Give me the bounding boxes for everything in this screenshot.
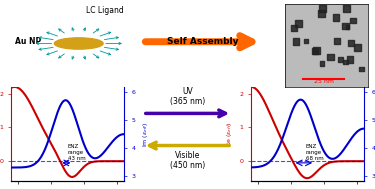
Text: ENZ
range
43 nm: ENZ range 43 nm	[68, 144, 86, 161]
Point	[344, 7, 350, 10]
Point	[342, 24, 348, 27]
Point	[320, 7, 326, 10]
Text: Self Assembly: Self Assembly	[167, 37, 238, 46]
Point	[358, 68, 364, 71]
Point	[347, 58, 353, 61]
Text: ENZ
range
68 nm: ENZ range 68 nm	[306, 144, 323, 161]
Point	[312, 50, 318, 53]
Text: UV
(365 nm): UV (365 nm)	[170, 87, 205, 106]
Point	[345, 26, 351, 29]
Point	[327, 56, 333, 59]
Point	[348, 42, 354, 45]
Circle shape	[54, 38, 103, 49]
Point	[296, 22, 302, 25]
Text: 25 nm: 25 nm	[314, 79, 334, 84]
Text: Visible
(450 nm): Visible (450 nm)	[170, 151, 205, 170]
Point	[291, 26, 297, 29]
Point	[319, 62, 325, 65]
Y-axis label: Im ($\varepsilon_{eff}$): Im ($\varepsilon_{eff}$)	[141, 122, 150, 147]
Point	[303, 39, 309, 42]
Point	[334, 40, 340, 43]
Text: Au NP: Au NP	[15, 37, 41, 46]
Point	[314, 49, 320, 52]
Text: LC Ligand: LC Ligand	[86, 6, 124, 15]
Point	[333, 16, 339, 19]
Point	[319, 12, 325, 15]
Point	[343, 60, 349, 63]
Point	[355, 46, 361, 49]
Point	[350, 19, 356, 22]
Y-axis label: Re ($\varepsilon_{eff}$): Re ($\varepsilon_{eff}$)	[225, 121, 234, 147]
Point	[293, 40, 299, 43]
Point	[338, 58, 344, 61]
